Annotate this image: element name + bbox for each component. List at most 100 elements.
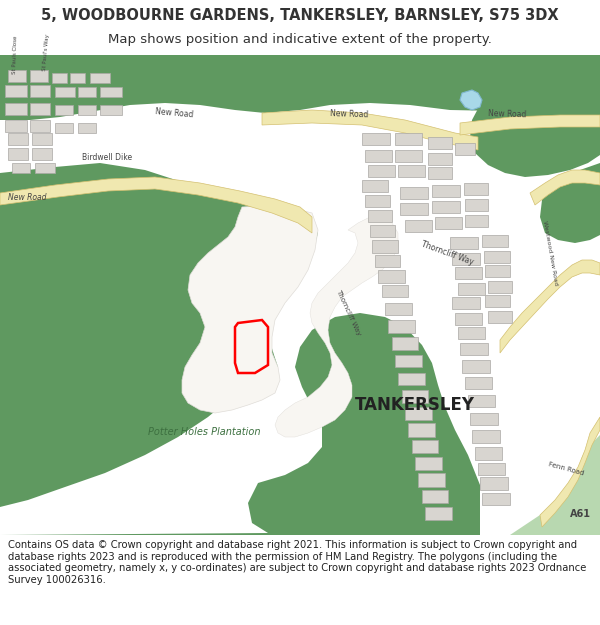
Text: 5, WOODBOURNE GARDENS, TANKERSLEY, BARNSLEY, S75 3DX: 5, WOODBOURNE GARDENS, TANKERSLEY, BARNS… <box>41 9 559 24</box>
Polygon shape <box>408 423 435 437</box>
Bar <box>90 73 110 83</box>
Polygon shape <box>400 187 428 199</box>
Polygon shape <box>395 355 422 367</box>
Polygon shape <box>510 435 600 535</box>
Polygon shape <box>370 225 395 237</box>
Bar <box>5 103 27 115</box>
Bar <box>5 85 27 97</box>
Polygon shape <box>395 150 422 162</box>
Polygon shape <box>425 507 452 520</box>
Polygon shape <box>435 217 462 229</box>
Bar <box>55 105 73 115</box>
Polygon shape <box>388 320 415 333</box>
Polygon shape <box>398 373 425 385</box>
Bar <box>78 123 96 133</box>
Polygon shape <box>385 303 412 315</box>
Text: Birdwell Dike: Birdwell Dike <box>82 153 132 162</box>
Polygon shape <box>32 148 52 160</box>
Polygon shape <box>362 180 388 192</box>
Polygon shape <box>462 360 490 373</box>
Polygon shape <box>432 201 460 213</box>
Polygon shape <box>395 133 422 145</box>
Polygon shape <box>428 153 452 165</box>
Polygon shape <box>455 143 475 155</box>
Text: Thorncliff Way: Thorncliff Way <box>420 240 475 267</box>
Bar <box>5 120 27 132</box>
Polygon shape <box>482 493 510 505</box>
Bar <box>52 73 67 83</box>
Polygon shape <box>368 210 392 222</box>
Polygon shape <box>428 137 452 149</box>
Polygon shape <box>460 343 488 355</box>
Bar <box>30 70 48 82</box>
Polygon shape <box>405 220 432 232</box>
Polygon shape <box>8 148 28 160</box>
Bar <box>70 73 85 83</box>
Text: New Road: New Road <box>330 109 368 119</box>
Polygon shape <box>540 417 600 527</box>
Polygon shape <box>485 265 510 277</box>
Polygon shape <box>412 440 438 453</box>
Text: St Pauls Close: St Pauls Close <box>12 36 19 74</box>
Text: A61: A61 <box>570 509 591 519</box>
Polygon shape <box>458 327 485 339</box>
Polygon shape <box>500 260 600 353</box>
Polygon shape <box>405 407 432 420</box>
Polygon shape <box>540 163 600 243</box>
Polygon shape <box>378 270 405 283</box>
Polygon shape <box>488 311 512 323</box>
Bar <box>78 105 96 115</box>
Polygon shape <box>465 377 492 389</box>
Polygon shape <box>480 477 508 490</box>
Polygon shape <box>0 163 480 535</box>
Polygon shape <box>0 55 600 120</box>
Polygon shape <box>488 281 512 293</box>
Polygon shape <box>418 473 445 487</box>
Bar <box>8 70 26 82</box>
Polygon shape <box>0 177 312 233</box>
Polygon shape <box>392 337 418 350</box>
Polygon shape <box>482 235 508 247</box>
Polygon shape <box>464 183 488 195</box>
Text: New Road: New Road <box>155 107 194 119</box>
Polygon shape <box>484 251 510 263</box>
Text: Potter Holes Plantation: Potter Holes Plantation <box>148 427 260 437</box>
Text: St Paul's Way: St Paul's Way <box>42 34 50 71</box>
Polygon shape <box>530 170 600 205</box>
Bar <box>30 103 50 115</box>
Bar <box>30 120 50 132</box>
Bar <box>100 87 122 97</box>
Polygon shape <box>378 55 600 177</box>
Polygon shape <box>8 133 28 145</box>
Polygon shape <box>35 163 55 173</box>
Text: TANKERSLEY: TANKERSLEY <box>355 396 475 414</box>
Polygon shape <box>182 205 318 413</box>
Text: Thorncliff Way: Thorncliff Way <box>335 288 362 336</box>
Polygon shape <box>12 163 30 173</box>
Polygon shape <box>422 490 448 503</box>
Polygon shape <box>452 297 480 309</box>
Polygon shape <box>400 203 428 215</box>
Text: New Road: New Road <box>488 109 527 119</box>
Polygon shape <box>455 313 482 325</box>
Text: New Road: New Road <box>8 193 47 202</box>
Polygon shape <box>460 115 600 135</box>
Polygon shape <box>375 255 400 267</box>
Polygon shape <box>460 90 482 110</box>
Bar <box>78 87 96 97</box>
Bar <box>100 105 122 115</box>
Polygon shape <box>362 133 390 145</box>
Polygon shape <box>455 267 482 279</box>
Polygon shape <box>262 110 478 150</box>
Text: Contains OS data © Crown copyright and database right 2021. This information is : Contains OS data © Crown copyright and d… <box>8 540 586 585</box>
Polygon shape <box>402 390 428 403</box>
Text: Fenn Road: Fenn Road <box>548 461 584 476</box>
Polygon shape <box>472 430 500 443</box>
Bar <box>55 123 73 133</box>
Polygon shape <box>275 217 398 437</box>
Polygon shape <box>428 167 452 179</box>
Polygon shape <box>415 457 442 470</box>
Polygon shape <box>470 413 498 425</box>
Polygon shape <box>468 395 495 407</box>
Polygon shape <box>32 133 52 145</box>
